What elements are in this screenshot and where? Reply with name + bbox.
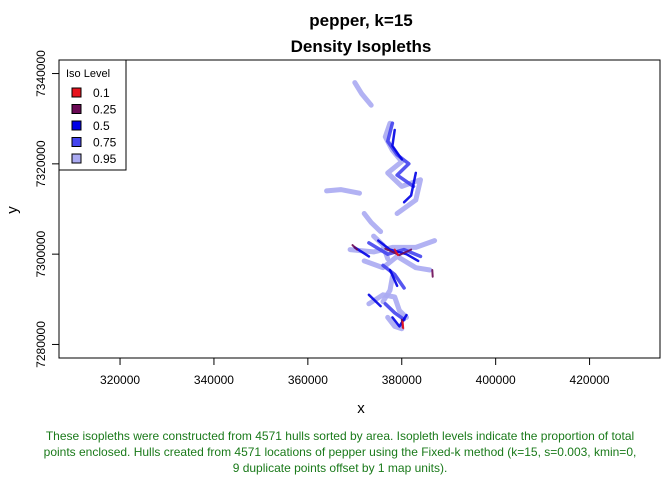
isopleth-01-path-0 [393,248,399,257]
isopleth-095-path-5 [361,253,433,273]
chart: pepper, k=15 Density Isopleths 320000 340… [4,11,661,417]
legend-title: Iso Level [66,68,110,80]
legend-swatch [71,120,82,131]
chart-caption: These isopleths were constructed from 45… [43,429,637,475]
x-tick-label: 420000 [570,373,610,387]
y-tick-label: 7300000 [34,230,48,277]
isopleth-095-path-1 [324,187,362,196]
chart-subtitle: Density Isopleths [291,37,432,56]
legend-label: 0.1 [93,86,110,100]
isopleth-05-path-2 [377,239,420,263]
legend-swatch [71,153,82,164]
isopleth-025-path-1 [351,244,359,251]
x-tick-label: 400000 [476,373,516,387]
x-tick-label: 340000 [194,373,234,387]
isopleth-095-path-4 [347,238,438,255]
legend-swatch [71,137,82,147]
y-tick-label: 7340000 [34,50,48,97]
legend-label: 0.75 [93,136,117,150]
y-tick-label: 7280000 [34,321,48,368]
isopleth-095-path-8 [380,274,395,305]
x-tick-label: 380000 [382,373,422,387]
isopleth-05-path-5 [367,293,382,308]
isopleth-05-path-0 [391,128,404,161]
legend-label: 0.95 [93,152,117,166]
legend-label: 0.25 [93,103,117,117]
isopleth-075-path-2 [381,263,406,290]
x-axis-label: x [357,400,365,417]
x-tick-label: 320000 [100,373,140,387]
y-tick-label: 7320000 [34,140,48,187]
isopleth-095-path-3 [361,211,384,235]
legend-swatch [71,87,82,98]
x-axis: 320000 340000 360000 380000 400000 420000 [100,357,610,387]
legend: Iso Level 0.1 0.25 0.5 0.75 0.95 [58,59,127,171]
isopleth-095-path-7 [366,292,409,320]
isopleth-075-path-3 [383,302,406,322]
isopleth-025-path-0 [384,247,413,257]
x-tick-label: 360000 [288,373,328,387]
legend-swatch [71,104,82,114]
chart-title: pepper, k=15 [309,11,412,30]
isopleth-01-path-1 [401,320,405,330]
y-axis-label: y [4,206,21,214]
isopleth-05-path-4 [388,268,399,288]
legend-entries: 0.1 0.25 0.5 0.75 0.95 [71,86,117,166]
isopleth-095-path-0 [352,80,374,108]
isopleth-095-path-9 [385,314,405,332]
y-axis: 7280000 7300000 7320000 7340000 [34,50,60,368]
legend-label: 0.5 [93,119,110,133]
isopleth-05-path-6 [391,313,408,328]
isopleth-05-path-1 [402,171,418,204]
plot-frame [58,59,661,359]
isopleth-layer [324,80,438,332]
legend-box [58,59,127,171]
